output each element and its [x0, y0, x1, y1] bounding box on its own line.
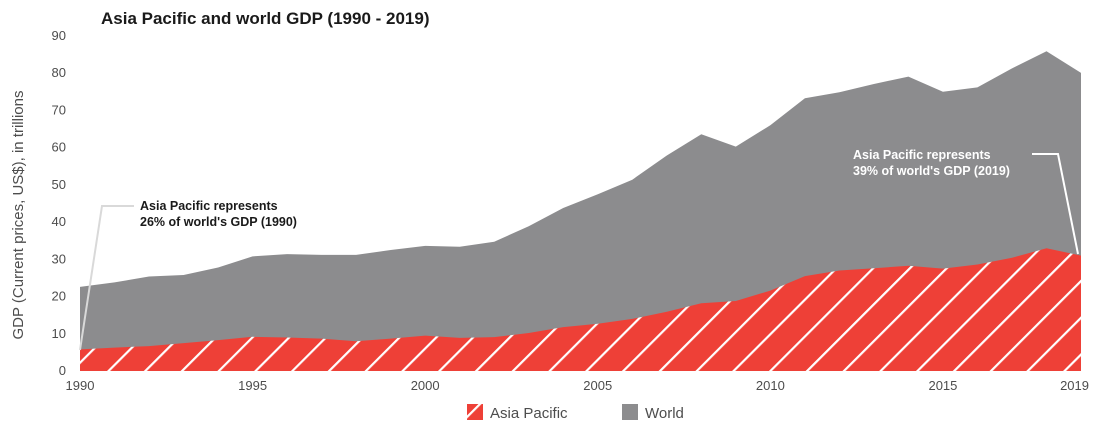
x-tick-label: 2000 [411, 378, 440, 393]
legend-swatch-asia-pacific [467, 404, 483, 420]
annotation-2019-leader [1032, 153, 1079, 255]
annotation-1990-leader [79, 205, 134, 351]
y-tick-label: 70 [52, 102, 66, 117]
y-tick-label: 80 [52, 65, 66, 80]
y-tick-label: 30 [52, 251, 66, 266]
chart-title: Asia Pacific and world GDP (1990 - 2019) [101, 9, 430, 28]
y-tick-label: 90 [52, 28, 66, 43]
y-tick-label: 10 [52, 326, 66, 341]
legend-label-asia-pacific: Asia Pacific [490, 405, 568, 422]
y-tick-label: 0 [59, 363, 66, 378]
legend-label-world: World [645, 405, 684, 422]
x-tick-label: 1995 [238, 378, 267, 393]
x-tick-label: 2015 [928, 378, 957, 393]
annotation-2019: Asia Pacific represents 39% of world's G… [853, 148, 1079, 255]
annotation-2019-line2: 39% of world's GDP (2019) [853, 164, 1010, 178]
x-tick-label: 2010 [756, 378, 785, 393]
annotation-1990: Asia Pacific represents 26% of world's G… [79, 199, 297, 351]
x-tick-label: 2019 [1060, 378, 1089, 393]
y-tick-label: 40 [52, 214, 66, 229]
x-tick-label: 1990 [66, 378, 95, 393]
y-tick-label: 20 [52, 289, 66, 304]
annotation-1990-line2: 26% of world's GDP (1990) [140, 215, 297, 229]
legend-swatch-world [622, 404, 638, 420]
annotation-2019-line1: Asia Pacific represents [853, 148, 991, 162]
legend: Asia Pacific World [467, 404, 684, 422]
x-tick-label: 2005 [583, 378, 612, 393]
series-area-asia-pacific [80, 248, 1081, 371]
y-tick-label: 60 [52, 140, 66, 155]
annotation-1990-line1: Asia Pacific represents [140, 199, 278, 213]
y-tick-label: 50 [52, 177, 66, 192]
y-axis-title: GDP (Current prices, US$), in trillions [10, 91, 27, 340]
